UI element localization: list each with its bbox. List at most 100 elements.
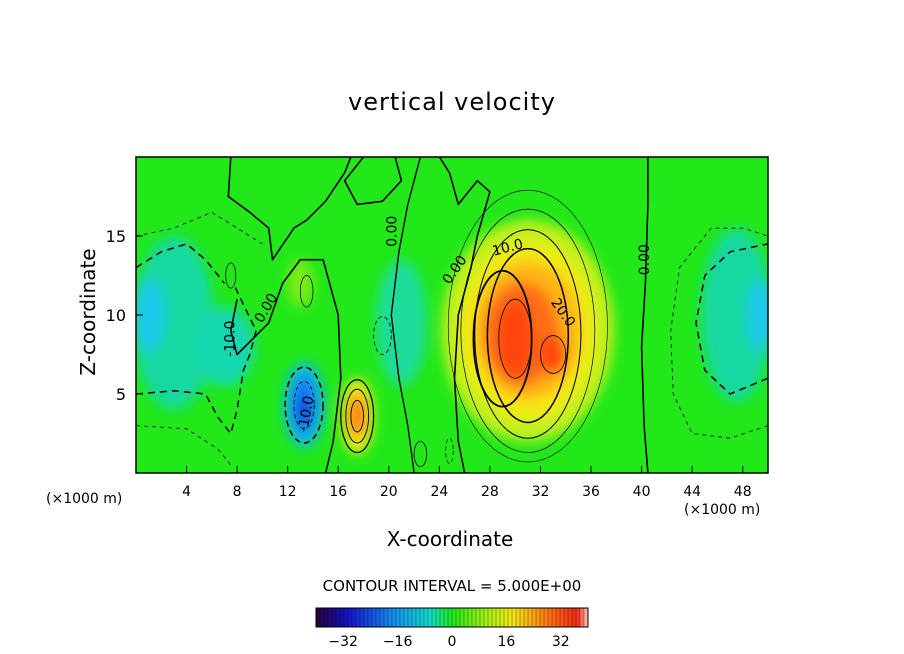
colorbar-cell — [520, 608, 525, 627]
colorbar-cell — [528, 608, 533, 627]
colorbar-cell — [560, 608, 565, 627]
colorbar-cell — [376, 608, 381, 627]
colorbar-cell — [464, 608, 469, 627]
colorbar-cell — [448, 608, 453, 627]
colorbar-cell — [360, 608, 365, 627]
colorbar-tick-label: 16 — [497, 634, 515, 650]
colorbar-cell — [344, 608, 349, 627]
colorbar-cell — [576, 608, 581, 627]
x-tick-label: 24 — [430, 484, 448, 500]
y-tick-label: 10 — [106, 306, 126, 325]
colorbar-cell — [536, 608, 541, 627]
colorbar-cell — [336, 608, 341, 627]
contour-line — [340, 379, 375, 454]
contour-line — [350, 399, 364, 433]
field-blob — [136, 278, 166, 352]
colorbar-cell — [332, 608, 337, 627]
contour-line — [447, 189, 608, 463]
colorbar-cell — [524, 608, 529, 627]
contour-line — [136, 425, 232, 466]
contour-line — [498, 298, 533, 379]
colorbar-cell — [516, 608, 521, 627]
colorbar-cell — [316, 608, 321, 627]
colorbar-cell — [468, 608, 473, 627]
colorbar-cell — [436, 608, 441, 627]
contour-label: 0.00 — [637, 244, 653, 275]
contour-line — [695, 243, 768, 395]
colorbar-cell — [444, 608, 449, 627]
x-tick-label: 12 — [279, 484, 297, 500]
colorbar-cell — [488, 608, 493, 627]
y-tick-label: 5 — [116, 385, 126, 404]
x-unit-label-left: (×1000 m) — [46, 491, 123, 507]
x-tick-label: 4 — [182, 484, 191, 500]
colorbar-cell — [568, 608, 573, 627]
x-tick-label: 8 — [233, 484, 242, 500]
contour-line — [670, 227, 768, 439]
colorbar-cell — [452, 608, 457, 627]
colorbar-cell — [404, 608, 409, 627]
colorbar-tick-label: −32 — [328, 634, 358, 650]
colorbar-cell — [456, 608, 461, 627]
x-unit-label-right: (×1000 m) — [684, 502, 761, 518]
colorbar-cell — [364, 608, 369, 627]
colorbar-tick-label: 0 — [448, 634, 457, 650]
colorbar-cell — [352, 608, 357, 627]
x-tick-label: 44 — [683, 484, 701, 500]
chart-title: vertical velocity — [348, 88, 556, 116]
field-blob — [136, 236, 215, 410]
contour-line — [230, 258, 342, 473]
contour-line — [343, 157, 403, 206]
colorbar-cell — [420, 608, 425, 627]
contour-line — [438, 157, 491, 473]
x-tick-label: 48 — [734, 484, 752, 500]
colorbar-frame — [315, 607, 589, 628]
field-blob — [376, 259, 427, 387]
field-blob — [701, 228, 768, 402]
contour-lines — [136, 157, 768, 473]
contour-label: -10.0 — [223, 321, 239, 357]
colorbar-cell — [492, 608, 497, 627]
colorbar-cell — [356, 608, 361, 627]
colorbar-cell — [400, 608, 405, 627]
contour-line — [299, 275, 314, 308]
contour-line — [225, 262, 237, 289]
contour-line — [445, 437, 454, 464]
colorbar-cell — [580, 608, 585, 627]
contour-line — [413, 440, 428, 468]
contour-label: 10.0 — [491, 236, 525, 260]
colorbar-cell — [432, 608, 437, 627]
contour-line — [136, 211, 263, 245]
x-tick-label: 20 — [380, 484, 398, 500]
contour-line — [460, 208, 596, 453]
colorbar-cell — [476, 608, 481, 627]
contour-line — [640, 157, 649, 473]
colorbar-cell — [372, 608, 377, 627]
colorbar-cell — [552, 608, 557, 627]
colorbar-cell — [396, 608, 401, 627]
colorbar-cell — [532, 608, 537, 627]
contour-line — [227, 157, 352, 261]
field-blob — [287, 259, 313, 308]
colorbar-cell — [388, 608, 393, 627]
colorbar-cell — [440, 608, 445, 627]
field-blob — [540, 335, 566, 374]
contour-line — [486, 247, 570, 424]
x-tick-label: 32 — [532, 484, 550, 500]
colorbar-cell — [472, 608, 477, 627]
colorbar-cell — [428, 608, 433, 627]
contour-line — [540, 335, 567, 374]
colorbar-cell — [480, 608, 485, 627]
colorbar-cell — [408, 608, 413, 627]
x-tick-label: 16 — [329, 484, 347, 500]
colorbar-tick-label: −16 — [383, 634, 413, 650]
x-tick-label: 36 — [582, 484, 600, 500]
colorbar-cell — [368, 608, 373, 627]
colorbar-tick-label: 32 — [552, 634, 570, 650]
x-tick-label: 28 — [481, 484, 499, 500]
field-blob — [497, 299, 533, 379]
colorbar-cell — [564, 608, 569, 627]
colorbar-cell — [512, 608, 517, 627]
x-tick-label: 40 — [633, 484, 651, 500]
